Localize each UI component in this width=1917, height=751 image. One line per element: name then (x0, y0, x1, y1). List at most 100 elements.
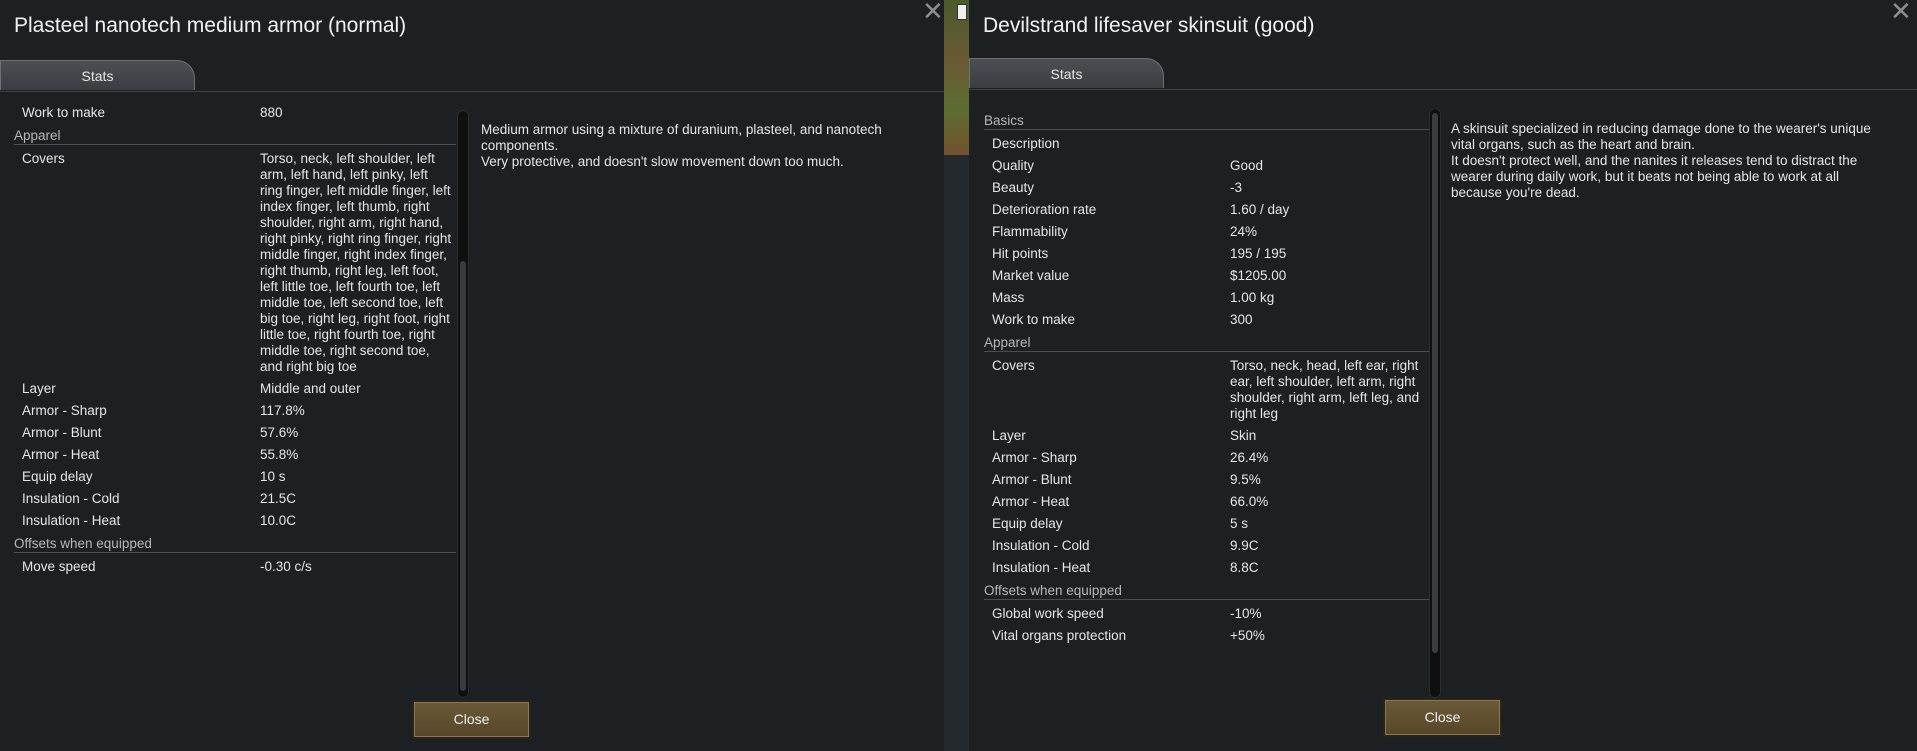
stat-value: -10% (1230, 606, 1262, 621)
tab-divider (969, 89, 1917, 90)
close-icon[interactable]: ✕ (922, 0, 944, 26)
stat-label: Equip delay (22, 469, 93, 484)
stat-row[interactable]: Covers Torso, neck, left shoulder, left a… (0, 151, 456, 375)
stat-row[interactable]: Work to make 300 (984, 312, 1429, 328)
stat-label: Vital organs protection (992, 628, 1127, 643)
stat-label: Covers (22, 151, 65, 166)
stat-row[interactable]: Insulation - Cold 21.5C (0, 491, 456, 507)
stats-list: Basics Description Quality Good Beauty -3 Dete… (984, 112, 1429, 650)
stat-label: Work to make (22, 105, 106, 120)
dialog-title: Devilstrand lifesaver skinsuit (good) (983, 14, 1315, 37)
stat-value: 195 / 195 (1230, 246, 1287, 261)
description-paragraph: Medium armor using a mixture of duranium… (481, 122, 882, 153)
stat-value: 24% (1230, 224, 1258, 239)
stat-row[interactable]: Vital organs protection +50% (984, 628, 1429, 644)
stat-value: 1.60 / day (1230, 202, 1290, 217)
stat-value: 26.4% (1230, 450, 1269, 465)
stat-category: Apparel (984, 334, 1429, 352)
stat-row[interactable]: Insulation - Heat 10.0C (0, 513, 456, 529)
tab-stats[interactable]: Stats (969, 58, 1164, 88)
stat-row[interactable]: Armor - Sharp 117.8% (0, 403, 456, 419)
stat-label: Description (992, 136, 1060, 151)
close-button[interactable]: Close (412, 700, 531, 739)
stat-row[interactable]: Armor - Heat 55.8% (0, 447, 456, 463)
stat-value: 57.6% (260, 425, 299, 440)
stat-label: Quality (992, 158, 1035, 173)
stat-value: 9.5% (1230, 472, 1261, 487)
stat-row[interactable]: Move speed -0.30 c/s (0, 559, 456, 575)
stat-value: -3 (1230, 180, 1243, 195)
stat-row[interactable]: Market value $1205.00 (984, 268, 1429, 284)
stat-value (1230, 136, 1429, 152)
stat-value: Torso, neck, left shoulder, left arm, le… (260, 151, 452, 374)
tab-divider (0, 91, 944, 92)
stat-row[interactable]: Deterioration rate 1.60 / day (984, 202, 1429, 218)
stat-row[interactable]: Insulation - Heat 8.8C (984, 560, 1429, 576)
info-dialog-left: Plasteel nanotech medium armor (normal) … (0, 0, 944, 751)
stat-row[interactable]: Global work speed -10% (984, 606, 1429, 622)
info-dialog-right: Devilstrand lifesaver skinsuit (good) ✕ … (969, 0, 1917, 751)
stat-label: Mass (992, 290, 1025, 305)
stat-label: Insulation - Cold (992, 538, 1090, 553)
stat-value: $1205.00 (1230, 268, 1287, 283)
stat-value: 66.0% (1230, 494, 1269, 509)
stat-label: Insulation - Heat (22, 513, 121, 528)
stat-category: Apparel (14, 127, 456, 145)
stats-scrollbar[interactable] (1429, 108, 1441, 698)
item-description: Medium armor using a mixture of duranium… (481, 122, 911, 170)
stat-value: Middle and outer (260, 381, 361, 396)
stat-row[interactable]: Layer Skin (984, 428, 1429, 444)
stat-label: Armor - Heat (992, 494, 1070, 509)
stat-label: Equip delay (992, 516, 1063, 531)
stat-row[interactable]: Layer Middle and outer (0, 381, 456, 397)
stat-label: Armor - Sharp (992, 450, 1077, 465)
tab-stats[interactable]: Stats (0, 60, 195, 90)
stat-row[interactable]: Work to make 880 (0, 105, 456, 121)
stat-category: Offsets when equipped (14, 535, 456, 553)
close-icon[interactable]: ✕ (1890, 0, 1912, 26)
dialog-title: Plasteel nanotech medium armor (normal) (14, 14, 407, 37)
description-paragraph: A skinsuit specialized in reducing damag… (1451, 121, 1871, 152)
stat-label: Insulation - Cold (22, 491, 120, 506)
stat-value: 117.8% (260, 403, 305, 418)
scrollbar-thumb[interactable] (1432, 113, 1438, 653)
stat-row[interactable]: Equip delay 10 s (0, 469, 456, 485)
stat-value: 10.0C (260, 513, 297, 528)
stat-row[interactable]: Insulation - Cold 9.9C (984, 538, 1429, 554)
stat-category: Basics (984, 112, 1429, 130)
stat-label: Hit points (992, 246, 1049, 261)
stat-value: 10 s (260, 469, 286, 484)
close-button[interactable]: Close (1383, 698, 1502, 737)
stat-value: +50% (1230, 628, 1265, 643)
map-background (944, 0, 969, 155)
stat-label: Layer (992, 428, 1026, 443)
stat-label: Insulation - Heat (992, 560, 1091, 575)
stat-row[interactable]: Flammability 24% (984, 224, 1429, 240)
stat-label: Layer (22, 381, 56, 396)
stat-row[interactable]: Armor - Sharp 26.4% (984, 450, 1429, 466)
stat-label: Flammability (992, 224, 1068, 239)
stats-list: Work to make 880 Apparel Covers Torso, neck,… (0, 105, 456, 581)
stat-row[interactable]: Equip delay 5 s (984, 516, 1429, 532)
stat-value: 1.00 kg (1230, 290, 1275, 305)
stat-row[interactable]: Armor - Heat 66.0% (984, 494, 1429, 510)
stats-scrollbar[interactable] (457, 110, 469, 698)
stat-category: Offsets when equipped (984, 582, 1429, 600)
stat-row[interactable]: Quality Good (984, 158, 1429, 174)
stat-value: Skin (1230, 428, 1257, 443)
stat-value: 880 (260, 105, 283, 120)
stat-row[interactable]: Mass 1.00 kg (984, 290, 1429, 306)
stat-label: Work to make (992, 312, 1076, 327)
stat-row[interactable]: Armor - Blunt 57.6% (0, 425, 456, 441)
stat-value: -0.30 c/s (260, 559, 312, 574)
description-paragraph: Very protective, and doesn't slow moveme… (481, 154, 844, 169)
stat-row[interactable]: Covers Torso, neck, head, left ear, right… (984, 358, 1429, 422)
stat-label: Market value (992, 268, 1070, 283)
stat-row[interactable]: Beauty -3 (984, 180, 1429, 196)
scrollbar-thumb[interactable] (460, 261, 466, 691)
stat-label: Global work speed (992, 606, 1104, 621)
stat-value: 300 (1230, 312, 1253, 327)
stat-row[interactable]: Hit points 195 / 195 (984, 246, 1429, 262)
stat-row[interactable]: Description (984, 136, 1429, 152)
stat-row[interactable]: Armor - Blunt 9.5% (984, 472, 1429, 488)
